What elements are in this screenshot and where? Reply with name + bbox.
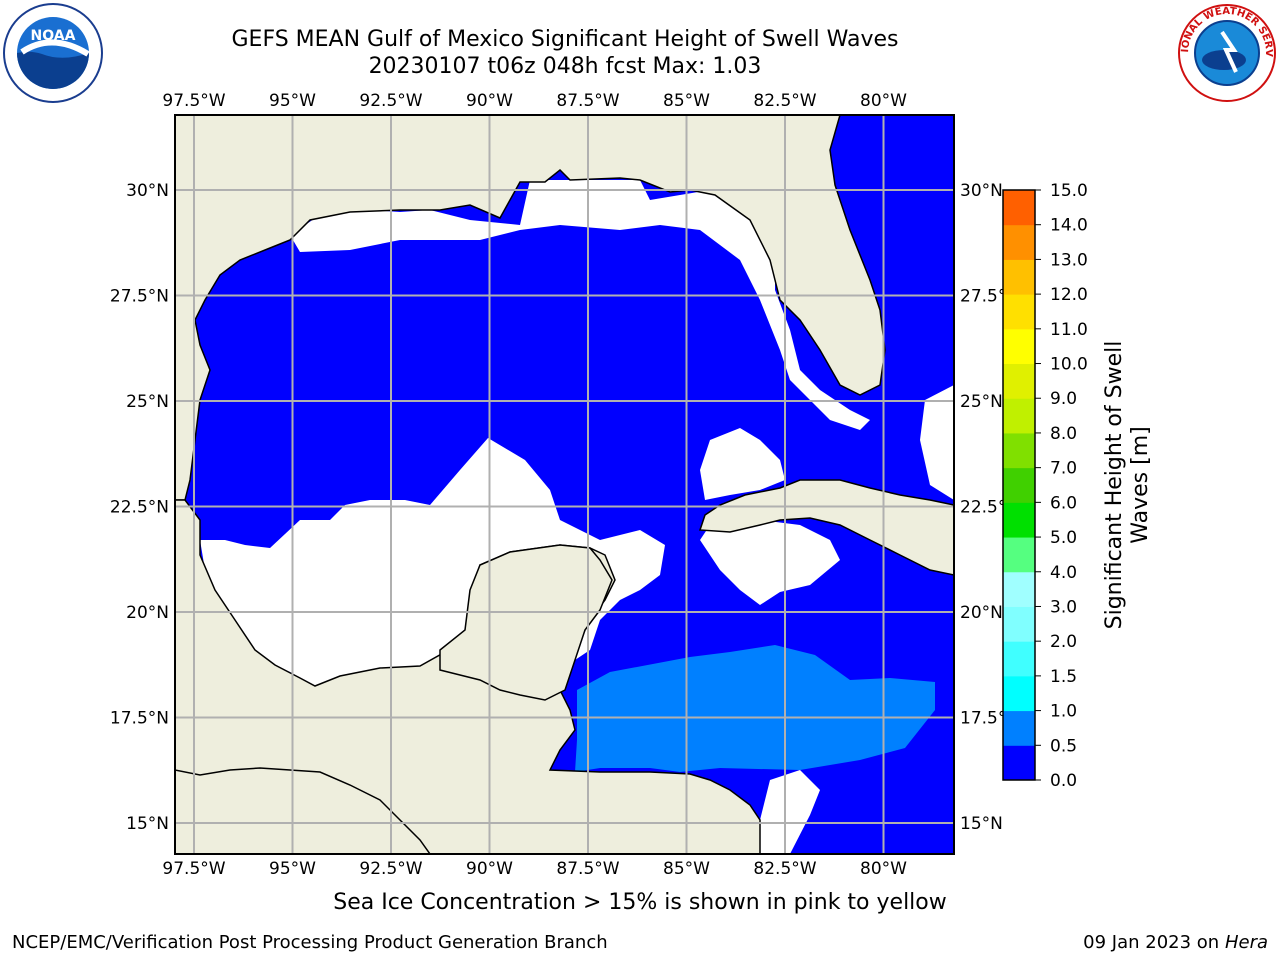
calm-region-cuba-south (700, 510, 840, 605)
colorbar-tick-label: 9.0 (1050, 389, 1077, 409)
lon-tick-label: 82.5°W (753, 91, 816, 111)
colorbar-tick-label: 10.0 (1050, 355, 1088, 375)
lon-tick-label: 97.5°W (162, 859, 225, 879)
lon-tick-label: 90°W (466, 859, 513, 879)
colorbar-tick-label: 0.0 (1050, 771, 1077, 791)
lon-tick-label: 80°W (860, 91, 907, 111)
colorbar-segment (1003, 363, 1035, 399)
colorbar-segment (1003, 571, 1035, 607)
lon-labels-top: 97.5°W 95°W 92.5°W 90°W 87.5°W 85°W 82.5°W 80°W (162, 91, 907, 111)
colorbar-segment (1003, 328, 1035, 365)
colorbar-tick-label: 4.0 (1050, 563, 1077, 583)
colorbar-frame (1002, 189, 1036, 781)
lon-tick-label: 87.5°W (556, 859, 619, 879)
colorbar-tick-label: 1.0 (1050, 702, 1077, 722)
lat-tick-label: 20°N (126, 603, 169, 623)
lat-tick-label: 15°N (126, 814, 169, 834)
colorbar-segment (1003, 675, 1035, 712)
calm-region-north-coast (290, 180, 870, 430)
lon-tick-label: 95°W (269, 91, 316, 111)
lat-labels-left: 30°N 27.5°N 25°N 22.5°N 20°N 17.5°N 15°N (110, 181, 169, 834)
lon-tick-label: 92.5°W (359, 91, 422, 111)
swell-band-0.5-1.0 (575, 645, 935, 772)
lat-tick-label: 25°N (960, 392, 1003, 412)
lon-tick-label: 95°W (269, 859, 316, 879)
land-cuba (698, 479, 954, 576)
colorbar-segment (1003, 502, 1035, 538)
colorbar-segment (1003, 294, 1035, 330)
colorbar-tick-label: 15.0 (1050, 181, 1088, 201)
lon-tick-label: 92.5°W (359, 859, 422, 879)
calm-region-caribbean-east (760, 770, 820, 854)
colorbar-tick-label: 12.0 (1050, 285, 1088, 305)
credit-text: NCEP/EMC/Verification Post Processing Pr… (12, 932, 608, 953)
colorbar: 0.0 0.5 1.0 1.5 2.0 3.0 4.0 5.0 6.0 7.0 8.0 9.0 10.0… (1002, 181, 1088, 791)
lon-tick-label: 97.5°W (162, 91, 225, 111)
colorbar-tick-label: 11.0 (1050, 320, 1088, 340)
colorbar-segment (1003, 537, 1035, 573)
colorbar-tick-label: 7.0 (1050, 459, 1077, 479)
lon-tick-label: 80°W (860, 859, 907, 879)
colorbar-tick-label: 2.0 (1050, 632, 1077, 652)
lat-tick-label: 27.5°N (110, 287, 169, 307)
lat-tick-label: 22.5°N (110, 498, 169, 518)
lat-tick-label: 30°N (126, 181, 169, 201)
lon-tick-label: 87.5°W (556, 91, 619, 111)
calm-region-yucatan-channel (700, 428, 785, 500)
lon-tick-label: 85°W (663, 91, 710, 111)
lat-tick-label: 30°N (960, 181, 1003, 201)
colorbar-segment (1003, 190, 1035, 226)
map-subtitle: 20230107 t06z 048h fcst Max: 1.03 (368, 54, 762, 79)
nws-logo: NATIONAL WEATHER SERVICE (1176, 2, 1276, 102)
colorbar-tick-label: 6.0 (1050, 493, 1077, 513)
colorbar-segment (1003, 467, 1035, 503)
colorbar-segment (1003, 432, 1035, 469)
lon-tick-label: 82.5°W (753, 859, 816, 879)
land-yucatan-peninsula (439, 544, 613, 701)
colorbar-label: Significant Height of Swell Waves [m] (1102, 340, 1153, 630)
colorbar-segment (1003, 398, 1035, 434)
map-title: GEFS MEAN Gulf of Mexico Significant Hei… (231, 27, 899, 52)
colorbar-tick-label: 0.5 (1050, 736, 1077, 756)
lat-tick-label: 15°N (960, 814, 1003, 834)
colorbar-tick-label: 8.0 (1050, 424, 1077, 444)
colorbar-tick-label: 13.0 (1050, 250, 1088, 270)
colorbar-segment (1003, 606, 1035, 642)
colorbar-tick-label: 14.0 (1050, 216, 1088, 236)
colorbar-tick-label: 5.0 (1050, 528, 1077, 548)
date-text: 09 Jan 2023 on Hera (1083, 932, 1268, 953)
colorbar-segment (1003, 710, 1035, 746)
colorbar-segment (1003, 745, 1035, 781)
noaa-logo-text: NOAA (31, 28, 76, 44)
lon-tick-label: 90°W (466, 91, 513, 111)
colorbar-tick-label: 3.0 (1050, 597, 1077, 617)
colorbar-segment (1003, 259, 1035, 295)
lat-tick-label: 25°N (126, 392, 169, 412)
host-name: Hera (1224, 932, 1268, 953)
calm-region-bahamas (920, 385, 954, 500)
noaa-logo: NOAA (3, 3, 103, 103)
colorbar-segment (1003, 224, 1035, 260)
lat-tick-label: 17.5°N (110, 709, 169, 729)
plot-frame (174, 114, 955, 855)
colorbar-tick-label: 1.5 (1050, 667, 1077, 687)
colorbar-segment (1003, 641, 1035, 677)
lon-tick-label: 85°W (663, 859, 710, 879)
lat-tick-label: 20°N (960, 603, 1003, 623)
sea-ice-note: Sea Ice Concentration > 15% is shown in … (333, 890, 947, 915)
graticule (175, 115, 954, 854)
lon-labels-bottom: 97.5°W 95°W 92.5°W 90°W 87.5°W 85°W 82.5°W 80°W (162, 859, 907, 879)
